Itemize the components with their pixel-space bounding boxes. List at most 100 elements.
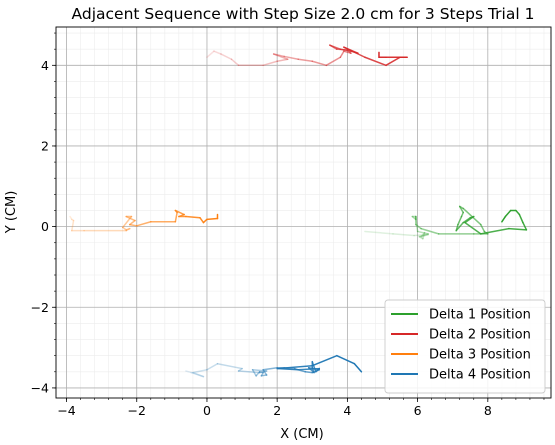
series-segment: [518, 213, 524, 224]
series-delta-3: [69, 209, 219, 232]
x-tick-label: 0: [203, 403, 211, 418]
series-segment: [522, 221, 528, 231]
series-segment: [262, 60, 278, 67]
axis-ticks: −4 −2 0 2 4 6 8 −4 −2 0 2 4: [31, 32, 545, 418]
x-tick-label: 6: [414, 403, 422, 418]
series-segment: [260, 374, 268, 377]
legend: Delta 1 Position Delta 2 Position Delta 3 …: [384, 299, 546, 394]
series-segment: [411, 215, 417, 221]
series-segment: [339, 48, 352, 52]
series-segment: [311, 354, 338, 367]
series-segment: [206, 362, 219, 371]
series-segment: [462, 216, 472, 224]
series-segment: [128, 223, 138, 227]
series-segment: [185, 215, 201, 219]
series-segment: [336, 354, 356, 365]
series-segment: [276, 364, 314, 370]
series-segment: [135, 221, 152, 227]
series-segment: [216, 362, 243, 370]
y-axis-label: Y (CM): [4, 191, 19, 235]
series-segment: [69, 215, 73, 221]
series-segment: [125, 215, 136, 222]
series-segment: [515, 209, 521, 216]
y-tick-label: −2: [31, 300, 49, 315]
y-tick-label: −4: [31, 380, 49, 395]
series-segment: [255, 371, 261, 377]
series-segment: [190, 371, 205, 378]
series-segment: [392, 233, 415, 237]
series-segment: [311, 360, 317, 373]
series-segment: [125, 227, 131, 232]
series-segment: [199, 216, 205, 224]
series-segment: [125, 227, 131, 231]
x-tick-label: −4: [57, 403, 75, 418]
series-segment: [420, 233, 429, 238]
x-tick-label: 4: [343, 403, 351, 418]
series-segment: [213, 50, 222, 55]
series-segment: [343, 46, 366, 58]
series-segment: [185, 370, 192, 374]
series-segment: [192, 371, 205, 378]
y-tick-label: 2: [41, 138, 49, 153]
series-segment: [192, 369, 208, 374]
series-segment: [202, 218, 208, 224]
series-segment: [262, 369, 268, 376]
series-segment: [353, 362, 363, 373]
series-segment: [364, 56, 387, 67]
series-segment: [206, 217, 219, 221]
series-segment: [121, 226, 127, 231]
series-segment: [457, 215, 463, 226]
series-segment: [415, 215, 419, 233]
series-segment: [458, 205, 464, 214]
series-segment: [311, 60, 328, 67]
series-segment: [413, 233, 429, 237]
series-segment: [276, 58, 289, 63]
series-segment: [174, 211, 178, 223]
series-delta-1: [364, 205, 528, 240]
series-segment: [262, 367, 278, 371]
series-segment: [508, 227, 528, 231]
series-segment: [455, 221, 464, 232]
series-segment: [420, 227, 440, 235]
series-segment: [418, 233, 429, 238]
series-segment: [364, 230, 394, 235]
series-segment: [237, 367, 243, 372]
x-tick-label: −2: [128, 403, 146, 418]
series-segment: [174, 209, 185, 216]
series-segment: [339, 50, 345, 58]
series-segment: [272, 53, 289, 61]
series-segment: [128, 219, 136, 226]
x-axis-label: X (CM): [280, 427, 323, 442]
series-segment: [464, 221, 482, 235]
series-segment: [464, 215, 475, 224]
series-segment: [297, 367, 321, 371]
series-segment: [230, 58, 240, 67]
series-segment: [258, 371, 264, 374]
series-segment: [422, 231, 426, 240]
series-delta-4: [185, 354, 363, 378]
series-segment: [329, 44, 342, 50]
legend-box: [384, 299, 546, 394]
series-segment: [480, 227, 510, 235]
series-segment: [237, 370, 261, 374]
series-segment: [283, 55, 299, 61]
series-delta-2: [206, 44, 408, 67]
series-segment: [304, 371, 314, 374]
series-segment: [297, 58, 314, 63]
series-segment: [206, 50, 215, 58]
series-segment: [272, 53, 285, 58]
legend-label: Delta 2 Position: [429, 328, 531, 343]
series-segment: [251, 369, 257, 377]
x-tick-label: 8: [484, 403, 492, 418]
chart-title: Adjacent Sequence with Step Size 2.0 cm …: [72, 5, 535, 23]
series-segment: [504, 209, 512, 218]
series-segment: [416, 230, 429, 235]
series-segment: [220, 53, 233, 61]
plot-frame: [55, 26, 552, 399]
legend-label: Delta 1 Position: [429, 308, 531, 323]
legend-label: Delta 4 Position: [429, 368, 531, 383]
series-segment: [418, 235, 424, 240]
series-segment: [71, 219, 75, 232]
series-segment: [420, 231, 426, 238]
